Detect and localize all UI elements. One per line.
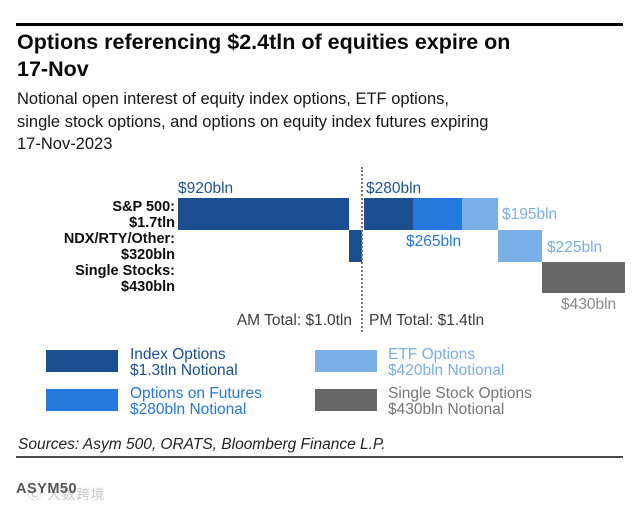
am-total-label: AM Total: $1.0tln [236, 312, 352, 329]
value-label-225bln: $225bln [547, 239, 603, 256]
legend-label: ETF Options [388, 346, 475, 363]
legend-label: Single Stock Options [388, 385, 532, 402]
top-rule [16, 23, 623, 26]
chart-title: Options referencing $2.4tln of equities … [17, 30, 511, 81]
legend-item-etf-options: ETF Options $420bln Notional [388, 347, 504, 378]
chart-subtitle: Notional open interest of equity index o… [17, 90, 489, 153]
value-label-920bln: $920bln [178, 180, 234, 197]
bar-segment-sp500-pm-options-on-futures [413, 198, 462, 230]
bar-segment-sp500-pm-index-options [364, 198, 413, 230]
am-pm-divider-line [361, 167, 363, 332]
legend-item-index-options: Index Options $1.3tln Notional [130, 347, 238, 378]
value-label-265bln: $265bln [406, 233, 462, 250]
bar-segment-sp500-am-index-options [178, 198, 349, 230]
legend-sublabel: $430bln Notional [388, 400, 505, 418]
y-axis-label-single-stocks: Single Stocks: $430bln [75, 263, 175, 295]
legend-swatch-index-options [46, 350, 118, 372]
sources-note: Sources: Asym 500, ORATS, Bloomberg Fina… [18, 436, 386, 453]
bar-segment-single-stocks-pm [542, 262, 625, 293]
brand-mark: ASYM50 [16, 481, 78, 497]
value-label-195bln: $195bln [502, 206, 558, 223]
legend-swatch-options-on-futures [46, 389, 118, 411]
legend-sublabel: $420bln Notional [388, 361, 505, 379]
pm-total-label: PM Total: $1.4tln [369, 312, 485, 329]
bar-segment-ndx-am-index-options [349, 230, 362, 262]
legend-label: Index Options [130, 346, 226, 363]
legend-sublabel: $280bln Notional [130, 400, 247, 418]
bar-segment-sp500-pm-etf-options [462, 198, 498, 230]
bottom-rule [16, 456, 623, 458]
y-axis-label-sp500: S&P 500: $1.7tln [112, 199, 175, 231]
value-label-430bln: $430bln [561, 296, 617, 313]
legend-swatch-etf-options [315, 350, 377, 372]
value-label-280bln: $280bln [366, 180, 422, 197]
bar-segment-ndx-pm-etf-options [498, 230, 542, 262]
y-axis-label-ndx-rty-other: NDX/RTY/Other: $320bln [63, 231, 175, 263]
legend-swatch-single-stock-options [315, 389, 377, 411]
watermark-text: Ⓒ 大数跨境 [28, 487, 106, 502]
legend-item-options-on-futures: Options on Futures $280bln Notional [130, 386, 262, 417]
legend-sublabel: $1.3tln Notional [130, 361, 238, 379]
legend-item-single-stock-options: Single Stock Options $430bln Notional [388, 386, 532, 417]
legend-label: Options on Futures [130, 385, 262, 402]
